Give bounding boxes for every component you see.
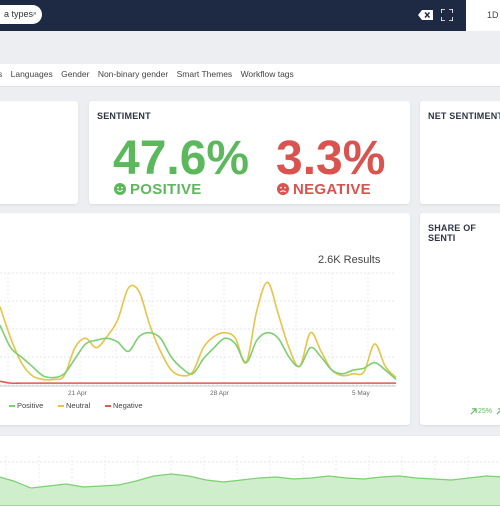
net-sentiment-title: NET SENTIMENT xyxy=(428,111,500,121)
legend-negative[interactable]: Negative xyxy=(113,401,143,410)
series-line-positive[interactable] xyxy=(0,324,397,381)
series-line-negative[interactable] xyxy=(0,380,396,385)
legend-positive[interactable]: Positive xyxy=(17,401,44,410)
frown-face-icon xyxy=(277,183,289,195)
arrow-up-icon xyxy=(470,408,477,415)
tag-non-binary-gender[interactable]: Non-binary gender xyxy=(97,69,169,79)
tag-filter-bar: s Languages Gender Non-binary gender Sma… xyxy=(0,64,500,87)
tag-workflow-tags[interactable]: Workflow tags xyxy=(240,69,294,79)
tag-smart-themes[interactable]: Smart Themes xyxy=(176,69,233,79)
date-range-label: 1D xyxy=(487,10,499,20)
net-sentiment-card: NET SENTIMENT xyxy=(420,101,500,204)
share-positive-percentage: 25% xyxy=(478,408,493,415)
share-of-sentiment-title: SHARE OF SENTI xyxy=(428,223,477,243)
share-of-sentiment-card: SHARE OF SENTI 25% xyxy=(420,213,500,425)
sentiment-trend-chart xyxy=(0,272,397,387)
positive-label: POSITIVE xyxy=(130,181,202,198)
pin-icon[interactable]: ↗ xyxy=(30,10,37,19)
sub-header xyxy=(0,31,500,64)
positive-percentage: 47.6% xyxy=(113,132,250,185)
filter-pill-label: a types xyxy=(4,9,34,19)
volume-area xyxy=(0,473,500,506)
fullscreen-icon[interactable] xyxy=(441,9,453,21)
sentiment-title: SENTIMENT xyxy=(97,111,151,121)
negative-label: NEGATIVE xyxy=(293,181,371,198)
tag-gender[interactable]: Gender xyxy=(61,69,90,79)
x-tick-label: 28 Apr xyxy=(210,390,229,397)
volume-area-chart xyxy=(0,456,500,506)
x-tick-label: 5 May xyxy=(352,390,370,397)
legend-negative-swatch xyxy=(105,405,111,407)
negative-percentage: 3.3% xyxy=(276,132,386,185)
bottom-volume-card xyxy=(0,436,500,506)
top-bar: a types ↗ 1D xyxy=(0,0,500,31)
tag-media-types[interactable]: s xyxy=(0,69,3,79)
arrow-up-icon xyxy=(496,408,500,415)
results-count: 2.6K Results xyxy=(318,254,381,266)
left-summary-card xyxy=(0,101,78,204)
legend-positive-swatch xyxy=(9,405,15,407)
x-tick-label: 21 Apr xyxy=(68,390,87,397)
legend-neutral[interactable]: Neutral xyxy=(66,401,91,410)
sentiment-trend-card: 2.6K Results 21 Apr 28 Apr 5 May Positiv… xyxy=(0,213,410,425)
filter-pill[interactable]: a types ↗ xyxy=(0,5,42,24)
series-line-neutral[interactable] xyxy=(0,281,397,381)
legend-neutral-swatch xyxy=(58,405,64,407)
date-range-selector[interactable]: 1D xyxy=(466,0,500,31)
smile-face-icon xyxy=(114,183,126,195)
backspace-x-icon[interactable] xyxy=(418,10,433,20)
sentiment-card: SENTIMENT 47.6% POSITIVE 3.3% NEGATIVE xyxy=(89,101,410,204)
tag-languages[interactable]: Languages xyxy=(10,69,53,79)
